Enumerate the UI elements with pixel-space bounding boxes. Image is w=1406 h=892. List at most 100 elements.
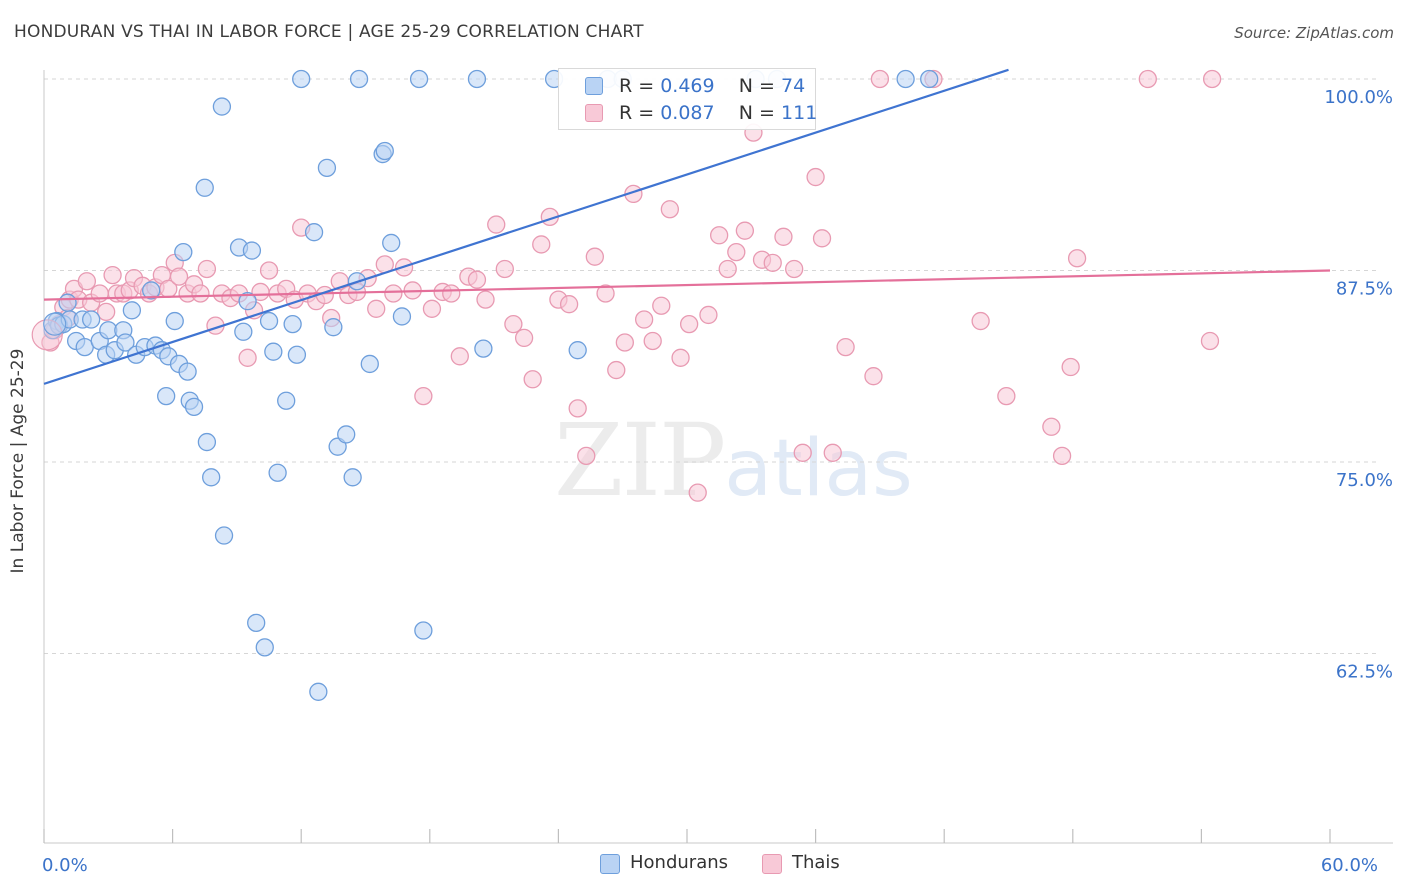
thais-point: [718, 259, 737, 279]
thais-point: [643, 331, 662, 351]
thais-point: [414, 386, 433, 406]
correlation-legend: R = 0.469 N = 74 R = 0.087 N = 111: [558, 68, 817, 130]
thais-r-value: 0.087: [660, 102, 715, 124]
hondurans-point: [287, 345, 307, 364]
thais-legend-swatch: [762, 854, 782, 874]
thais-point: [997, 386, 1016, 406]
thais-point: [735, 221, 755, 240]
thais-point: [763, 253, 782, 272]
hondurans-legend-swatch: [600, 854, 620, 874]
thais-point: [559, 295, 579, 314]
thais-point: [523, 370, 542, 389]
thais-point: [793, 443, 812, 462]
hondurans-legend-label: Hondurans: [630, 852, 729, 873]
thais-point: [504, 314, 523, 334]
thais-point: [1202, 69, 1222, 89]
thais-point: [532, 235, 551, 254]
hondurans-point: [259, 311, 279, 331]
hondurans-point: [43, 312, 67, 336]
thais-point: [97, 302, 116, 322]
y-tick-label: 75.0%: [1336, 470, 1393, 491]
hondurans-point: [375, 141, 394, 161]
thais-point: [870, 69, 890, 89]
thais-point: [864, 367, 883, 386]
hondurans-point: [184, 397, 204, 416]
hondurans-point: [142, 281, 161, 300]
thais-point: [487, 215, 506, 234]
thais-point: [607, 360, 626, 380]
thais-point: [1200, 331, 1220, 351]
thais-point: [77, 272, 97, 291]
thais-point: [699, 305, 718, 325]
hondurans-point: [414, 621, 433, 640]
thais-point: [652, 296, 671, 315]
hondurans-point: [174, 242, 193, 262]
hondurans-point: [568, 341, 587, 360]
watermark-atlas: atlas: [724, 424, 913, 514]
thais-point: [971, 311, 990, 331]
thais-point: [1067, 249, 1087, 268]
hondurans-point: [268, 463, 287, 482]
thais-point: [806, 167, 825, 187]
hondurans-point: [277, 391, 296, 410]
thais-point: [1052, 446, 1072, 466]
hondurans-point: [212, 97, 232, 116]
thais-point: [774, 227, 793, 246]
legend-n-label: N =: [738, 75, 775, 97]
y-tick-label: 62.5%: [1336, 662, 1393, 683]
hondurans-point: [349, 69, 369, 89]
hondurans-trend-line: [43, 68, 1009, 385]
hondurans-point: [317, 158, 337, 178]
hondurans-point: [264, 342, 283, 361]
hondurans-point: [304, 223, 324, 242]
thais-point: [514, 328, 534, 348]
hondurans-point: [360, 354, 379, 374]
thais-point: [467, 270, 487, 289]
thais-point: [103, 265, 122, 285]
thais-point: [577, 446, 596, 466]
chart-source: Source: ZipAtlas.com: [1234, 24, 1394, 42]
x-tick-label: 60.0%: [1321, 855, 1378, 876]
hondurans-point: [292, 69, 311, 89]
hondurans-point: [247, 613, 266, 633]
thais-point: [823, 443, 842, 462]
thais-point: [836, 337, 855, 357]
thais-point: [191, 284, 210, 303]
legend-r-label: R =: [619, 75, 655, 97]
thais-trend-line: [43, 269, 1331, 301]
hondurans-point: [392, 307, 412, 326]
thais-point: [384, 284, 403, 303]
hondurans-point: [337, 425, 356, 444]
hondurans-point: [157, 386, 176, 406]
hondurans-point: [242, 241, 262, 260]
hondurans-point: [343, 468, 362, 487]
x-tick-label: 0.0%: [42, 855, 88, 876]
thais-point: [495, 259, 514, 279]
hondurans-point: [255, 638, 274, 657]
hondurans-swatch: [585, 77, 603, 95]
thais-point: [671, 348, 690, 367]
thais-legend-label: Thais: [792, 852, 840, 873]
hondurans-point: [234, 322, 253, 341]
hondurans-point: [122, 301, 142, 320]
thais-point: [812, 229, 832, 248]
hondurans-point: [178, 362, 197, 381]
thais-point: [1061, 357, 1080, 377]
thais-point: [169, 267, 189, 286]
thais-point: [367, 299, 386, 318]
thais-point: [710, 226, 729, 245]
thais-point: [615, 333, 634, 352]
hondurans-point: [214, 526, 234, 545]
thais-point: [679, 314, 699, 334]
hondurans-point: [896, 69, 915, 89]
legend-n-label: N =: [738, 102, 775, 124]
hondurans-point: [82, 310, 101, 329]
hondurans-point: [920, 69, 939, 89]
hondurans-point: [474, 339, 493, 358]
hondurans-point: [195, 178, 214, 197]
hondurans-point: [309, 682, 328, 701]
thais-point: [450, 347, 469, 366]
hondurans-point: [409, 69, 429, 89]
hondurans-n-value: 74: [781, 75, 806, 97]
thais-point: [1138, 69, 1157, 89]
